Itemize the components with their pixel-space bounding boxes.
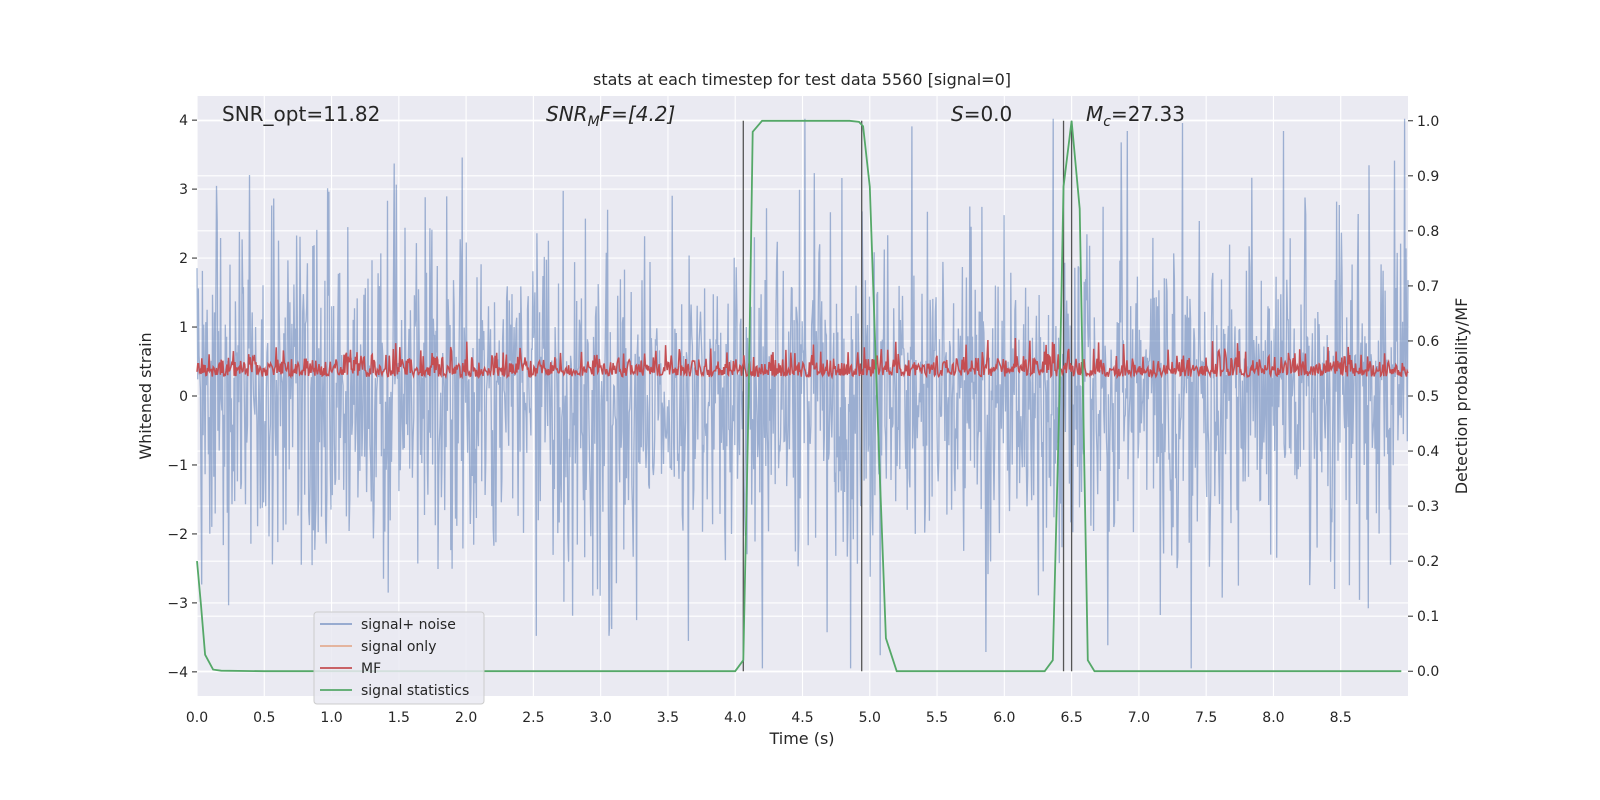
y-tick-label: −3 xyxy=(167,596,188,612)
x-tick-label: 1.5 xyxy=(388,710,410,726)
y2-tick-label: 0.1 xyxy=(1417,609,1439,625)
y2-tick-label: 0.8 xyxy=(1417,224,1439,240)
y-axis-ticks: −4 −3 −2 −1 0 1 2 3 4 xyxy=(167,113,197,681)
y2-tick-label: 0.7 xyxy=(1417,279,1439,295)
x-tick-label: 0.5 xyxy=(253,710,275,726)
x-tick-label: 8.0 xyxy=(1262,710,1284,726)
vertical-markers xyxy=(742,120,1073,672)
annotation-snr-opt: SNR_opt=11.82 xyxy=(222,102,380,126)
annotation-mc: Mc=27.33 xyxy=(1086,102,1185,130)
annotation-snr-mf: SNRMF=[4.2] xyxy=(546,102,675,130)
legend-label-signal-noise: signal+ noise xyxy=(361,617,456,633)
x-tick-label: 2.5 xyxy=(522,710,544,726)
y2-axis-ticks: 0.0 0.1 0.2 0.3 0.4 0.5 0.6 0.7 0.8 0.9 1.0 xyxy=(1408,114,1439,680)
y-tick-label: −4 xyxy=(167,665,188,681)
y2-tick-label: 0.5 xyxy=(1417,389,1439,405)
y2-tick-label: 0.6 xyxy=(1417,334,1439,350)
x-tick-label: 3.5 xyxy=(657,710,679,726)
annotation-s-base: S xyxy=(951,102,964,126)
annotation-s: S=0.0 xyxy=(951,102,1012,126)
annotation-mc-base: M xyxy=(1086,102,1103,126)
y-tick-label: 1 xyxy=(179,320,188,336)
x-tick-label: 6.0 xyxy=(993,710,1015,726)
annotation-mc-sub: c xyxy=(1103,114,1111,130)
y-tick-label: −2 xyxy=(167,527,188,543)
y2-tick-label: 0.4 xyxy=(1417,444,1439,460)
x-tick-label: 2.0 xyxy=(455,710,477,726)
series-signal-noise xyxy=(196,118,1409,669)
x-tick-label: 7.0 xyxy=(1128,710,1150,726)
x-tick-label: 4.0 xyxy=(724,710,746,726)
y2-tick-label: 0.9 xyxy=(1417,169,1439,185)
legend-label-mf: MF xyxy=(361,661,381,677)
y-tick-label: 4 xyxy=(179,113,188,129)
y-tick-label: 3 xyxy=(179,182,188,198)
signal-noise-line xyxy=(196,118,1409,669)
y2-tick-label: 1.0 xyxy=(1417,114,1439,130)
annotation-s-rest: =0.0 xyxy=(964,102,1013,126)
x-tick-label: 5.5 xyxy=(926,710,948,726)
y-tick-label: 2 xyxy=(179,251,188,267)
x-tick-label: 5.0 xyxy=(859,710,881,726)
y2-axis-title: Detection probability/MF xyxy=(1452,298,1471,495)
x-axis-title: Time (s) xyxy=(768,729,834,748)
legend-box xyxy=(313,611,485,705)
legend-label-signal-only: signal only xyxy=(361,639,436,655)
x-tick-label: 8.5 xyxy=(1330,710,1352,726)
y2-tick-label: 0.0 xyxy=(1417,664,1439,680)
y-axis-title: Whitened strain xyxy=(136,332,155,459)
x-axis-ticks: 0.0 0.5 1.0 1.5 2.0 2.5 3.0 3.5 4.0 4.5 5.0 5.5 6.0 6… xyxy=(186,710,1352,726)
annotation-mc-rest: =27.33 xyxy=(1111,102,1185,126)
x-tick-label: 6.5 xyxy=(1060,710,1082,726)
x-tick-label: 4.5 xyxy=(791,710,813,726)
y-tick-label: 0 xyxy=(179,389,188,405)
legend-label-signal-statistics: signal statistics xyxy=(361,683,469,699)
mf-line xyxy=(196,337,1409,380)
chart-title: stats at each timestep for test data 556… xyxy=(593,70,1011,89)
y-tick-label: −1 xyxy=(167,458,188,474)
x-tick-label: 1.0 xyxy=(320,710,342,726)
y2-tick-label: 0.2 xyxy=(1417,554,1439,570)
x-tick-label: 0.0 xyxy=(186,710,208,726)
grid-lines xyxy=(196,96,1408,696)
annotation-snr-mf-sub: M xyxy=(588,114,600,130)
legend: signal+ noise signal only MF signal stat… xyxy=(313,611,485,705)
series-mf xyxy=(196,337,1409,380)
x-tick-label: 7.5 xyxy=(1195,710,1217,726)
x-tick-label: 3.0 xyxy=(590,710,612,726)
y2-tick-label: 0.3 xyxy=(1417,499,1439,515)
annotation-snr-mf-base: SNR xyxy=(546,102,588,126)
annotation-snr-mf-rest: F=[4.2] xyxy=(600,102,676,126)
